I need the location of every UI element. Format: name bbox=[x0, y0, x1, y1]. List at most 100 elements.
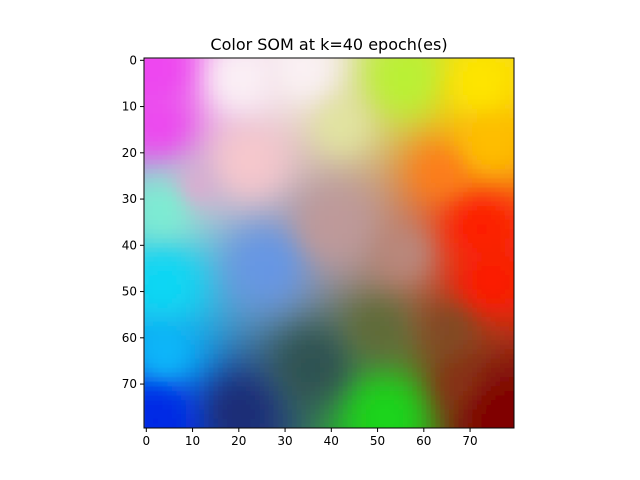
heatmap-cell bbox=[190, 187, 196, 193]
heatmap-cell bbox=[412, 247, 418, 253]
heatmap-cell bbox=[490, 307, 497, 313]
heatmap-cell bbox=[250, 335, 256, 341]
heatmap-cell bbox=[426, 104, 432, 110]
heatmap-cell bbox=[157, 312, 164, 318]
heatmap-cell bbox=[153, 247, 159, 253]
heatmap-cell bbox=[444, 289, 450, 295]
heatmap-cell bbox=[403, 266, 409, 272]
heatmap-cell bbox=[384, 252, 390, 258]
heatmap-cell bbox=[218, 266, 224, 272]
heatmap-cell bbox=[384, 122, 390, 128]
heatmap-cell bbox=[185, 312, 191, 318]
heatmap-cell bbox=[157, 132, 164, 138]
heatmap-cell bbox=[338, 266, 344, 272]
heatmap-cell bbox=[416, 215, 423, 221]
heatmap-cell bbox=[185, 164, 191, 170]
heatmap-cell bbox=[486, 99, 492, 105]
heatmap-cell bbox=[403, 307, 409, 313]
heatmap-cell bbox=[231, 233, 238, 239]
heatmap-cell bbox=[352, 326, 358, 332]
heatmap-cell bbox=[218, 340, 224, 346]
heatmap-cell bbox=[167, 76, 173, 82]
heatmap-cell bbox=[356, 178, 362, 184]
heatmap-cell bbox=[333, 224, 339, 230]
heatmap-cell bbox=[264, 173, 270, 179]
heatmap-cell bbox=[245, 76, 251, 82]
heatmap-cell bbox=[472, 118, 478, 124]
heatmap-cell bbox=[278, 201, 284, 207]
heatmap-cell bbox=[458, 261, 464, 267]
heatmap-cell bbox=[370, 76, 376, 82]
heatmap-cell bbox=[375, 317, 381, 323]
heatmap-cell bbox=[264, 108, 270, 115]
heatmap-cell bbox=[259, 122, 265, 128]
heatmap-cell bbox=[208, 261, 214, 267]
heatmap-cell bbox=[463, 210, 469, 216]
heatmap-cell bbox=[329, 298, 335, 304]
heatmap-cell bbox=[366, 266, 372, 272]
heatmap-cell bbox=[453, 95, 460, 101]
heatmap-cell bbox=[472, 132, 478, 138]
heatmap-cell bbox=[282, 275, 288, 281]
heatmap-cell bbox=[375, 127, 381, 133]
heatmap-cell bbox=[194, 330, 201, 337]
heatmap-cell bbox=[366, 252, 372, 258]
heatmap-cell bbox=[222, 192, 228, 198]
heatmap-cell bbox=[245, 219, 251, 226]
heatmap-cell bbox=[255, 229, 261, 235]
heatmap-cell bbox=[329, 201, 335, 207]
heatmap-cell bbox=[435, 293, 441, 300]
heatmap-cell bbox=[407, 229, 413, 235]
heatmap-cell bbox=[255, 95, 261, 101]
heatmap-cell bbox=[412, 81, 418, 87]
heatmap-cell bbox=[241, 312, 247, 318]
heatmap-cell bbox=[282, 270, 288, 276]
heatmap-cell bbox=[384, 307, 390, 313]
heatmap-cell bbox=[287, 132, 293, 138]
heatmap-cell bbox=[144, 173, 150, 179]
heatmap-cell bbox=[264, 215, 270, 221]
heatmap-cell bbox=[467, 206, 473, 212]
heatmap-cell bbox=[403, 141, 409, 147]
heatmap-cell bbox=[324, 145, 330, 152]
heatmap-cell bbox=[416, 201, 423, 207]
heatmap-cell bbox=[259, 155, 265, 161]
heatmap-cell bbox=[144, 104, 150, 110]
heatmap-cell bbox=[495, 58, 501, 64]
heatmap-cell bbox=[199, 155, 205, 161]
heatmap-cell bbox=[407, 81, 413, 87]
heatmap-cell bbox=[319, 238, 325, 244]
heatmap-cell bbox=[435, 233, 441, 239]
heatmap-cell bbox=[486, 141, 492, 147]
heatmap-cell bbox=[398, 169, 404, 175]
heatmap-cell bbox=[435, 155, 441, 161]
heatmap-cell bbox=[407, 270, 413, 276]
heatmap-cell bbox=[315, 206, 321, 212]
heatmap-cell bbox=[342, 145, 349, 152]
heatmap-cell bbox=[287, 224, 293, 230]
heatmap-cell bbox=[157, 201, 164, 207]
heatmap-cell bbox=[329, 238, 335, 244]
heatmap-cell bbox=[440, 173, 446, 179]
heatmap-cell bbox=[273, 95, 279, 101]
heatmap-cell bbox=[282, 293, 288, 300]
heatmap-cell bbox=[421, 62, 427, 68]
heatmap-cell bbox=[162, 252, 168, 258]
heatmap-cell bbox=[342, 289, 349, 295]
heatmap-cell bbox=[463, 252, 469, 258]
heatmap-cell bbox=[329, 196, 335, 202]
heatmap-cell bbox=[329, 206, 335, 212]
heatmap-cell bbox=[430, 229, 436, 235]
heatmap-cell bbox=[287, 187, 293, 193]
heatmap-cell bbox=[393, 71, 399, 78]
heatmap-cell bbox=[379, 192, 386, 198]
heatmap-cell bbox=[449, 113, 455, 119]
heatmap-cell bbox=[384, 113, 390, 119]
heatmap-cell bbox=[426, 326, 432, 332]
heatmap-cell bbox=[421, 298, 427, 304]
heatmap-cell bbox=[366, 104, 372, 110]
heatmap-cell bbox=[356, 122, 362, 128]
heatmap-cell bbox=[296, 113, 302, 119]
heatmap-cell bbox=[241, 233, 247, 239]
heatmap-cell bbox=[347, 307, 353, 313]
